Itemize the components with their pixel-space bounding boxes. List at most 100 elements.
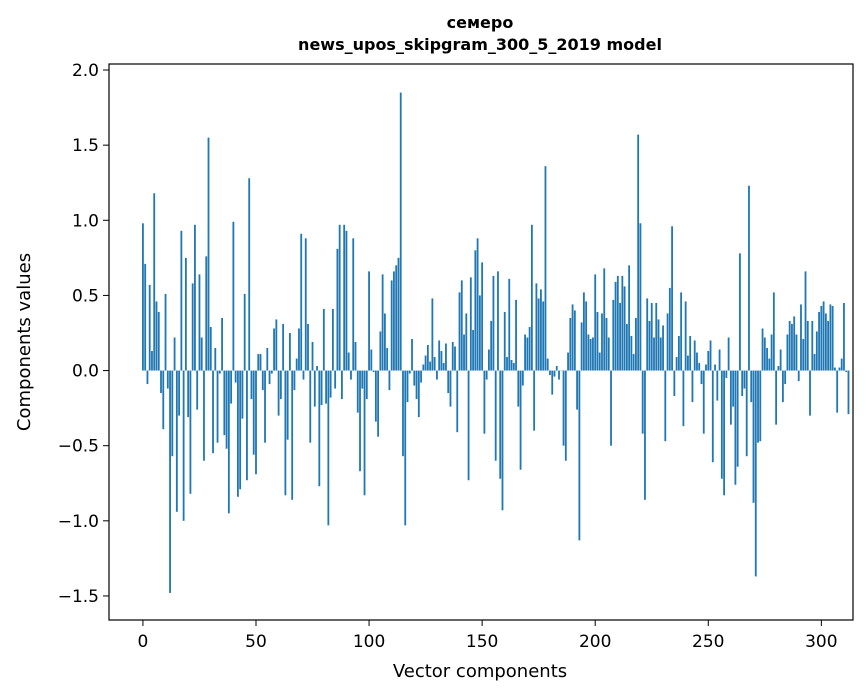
bar-210 xyxy=(616,275,619,371)
bar-196 xyxy=(585,301,588,371)
bar-216 xyxy=(630,335,633,371)
bar-229 xyxy=(659,337,662,371)
bar-143 xyxy=(465,313,468,371)
bar-105 xyxy=(379,331,382,371)
bar-94 xyxy=(354,342,357,371)
bar-series xyxy=(142,92,850,593)
bar-309 xyxy=(840,358,843,371)
chart-title-line1: семеро xyxy=(447,13,514,32)
bar-107 xyxy=(383,313,386,371)
bar-220 xyxy=(639,223,642,371)
bar-9 xyxy=(162,370,165,430)
bar-180 xyxy=(549,370,551,376)
bar-254 xyxy=(716,370,719,401)
bar-83 xyxy=(329,370,332,398)
bar-195 xyxy=(582,292,585,371)
bar-171 xyxy=(528,326,531,371)
bar-173 xyxy=(533,370,536,431)
bar-189 xyxy=(569,317,572,371)
bar-298 xyxy=(815,331,818,371)
bar-308 xyxy=(838,367,841,371)
bar-18 xyxy=(182,370,185,521)
bar-4 xyxy=(151,351,153,371)
bar-215 xyxy=(628,265,631,371)
bar-55 xyxy=(266,348,269,371)
bar-179 xyxy=(546,358,549,371)
bar-256 xyxy=(720,370,723,479)
bar-20 xyxy=(187,370,190,418)
bar-73 xyxy=(307,323,309,371)
bar-109 xyxy=(388,370,391,391)
bar-285 xyxy=(786,334,789,371)
bar-268 xyxy=(748,185,750,371)
bar-139 xyxy=(456,370,459,433)
bar-277 xyxy=(768,358,771,371)
bar-74 xyxy=(309,370,312,443)
bar-249 xyxy=(705,364,707,371)
bar-221 xyxy=(641,370,644,434)
bar-265 xyxy=(741,370,744,397)
x-tick-label: 300 xyxy=(805,632,837,652)
bar-3 xyxy=(148,284,151,371)
bar-164 xyxy=(512,363,515,371)
bar-99 xyxy=(365,370,368,400)
bar-86 xyxy=(336,248,339,371)
bar-300 xyxy=(820,305,823,371)
bar-257 xyxy=(723,370,726,496)
bar-204 xyxy=(603,268,606,371)
bar-209 xyxy=(614,281,617,371)
bar-154 xyxy=(490,320,493,371)
x-tick-label: 0 xyxy=(138,632,149,652)
bar-60 xyxy=(277,370,280,416)
bar-214 xyxy=(625,323,628,371)
bar-106 xyxy=(381,274,384,371)
bar-264 xyxy=(739,253,741,371)
bar-39 xyxy=(230,370,233,404)
bar-22 xyxy=(191,283,194,371)
bar-262 xyxy=(734,370,737,485)
bar-61 xyxy=(279,370,282,400)
bar-27 xyxy=(203,370,205,461)
bar-310 xyxy=(843,302,845,371)
bar-224 xyxy=(648,320,651,371)
bar-75 xyxy=(311,342,314,371)
bar-19 xyxy=(184,257,187,371)
bar-273 xyxy=(759,370,762,442)
bar-123 xyxy=(420,370,422,383)
bar-42 xyxy=(237,370,239,497)
bar-21 xyxy=(189,370,192,494)
bar-80 xyxy=(322,308,325,371)
bar-111 xyxy=(393,271,395,371)
bar-250 xyxy=(707,351,710,371)
bar-240 xyxy=(684,301,687,371)
bar-115 xyxy=(402,370,404,457)
bar-169 xyxy=(524,334,526,371)
bar-119 xyxy=(411,338,413,371)
bar-279 xyxy=(772,292,775,371)
bar-49 xyxy=(252,370,255,455)
bar-274 xyxy=(761,328,764,371)
bar-0 xyxy=(142,223,144,371)
bar-304 xyxy=(829,304,832,371)
bar-238 xyxy=(680,292,683,371)
bar-242 xyxy=(689,335,692,371)
bar-44 xyxy=(241,370,244,419)
bar-41 xyxy=(234,370,237,383)
bar-174 xyxy=(535,283,538,371)
y-tick-label: −1.0 xyxy=(58,512,99,532)
bar-135 xyxy=(447,370,450,394)
bar-297 xyxy=(813,354,816,371)
bar-259 xyxy=(727,337,730,371)
bar-187 xyxy=(564,370,567,461)
bar-118 xyxy=(408,370,411,374)
bar-234 xyxy=(671,226,673,371)
bar-206 xyxy=(607,337,610,371)
bar-255 xyxy=(718,349,721,371)
bar-236 xyxy=(675,357,678,371)
bar-17 xyxy=(180,230,183,371)
bar-16 xyxy=(178,370,181,416)
bar-275 xyxy=(763,337,766,371)
bar-201 xyxy=(596,311,599,371)
bar-287 xyxy=(791,323,793,371)
bar-228 xyxy=(657,319,660,371)
